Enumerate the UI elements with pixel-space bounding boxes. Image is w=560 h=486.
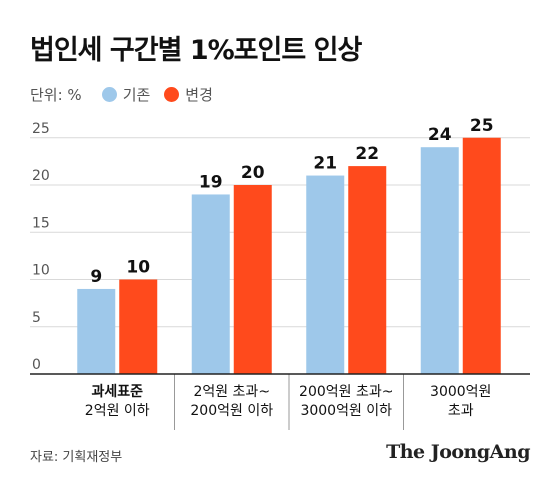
data-label: 22 <box>355 144 379 164</box>
bar-existing <box>77 288 116 374</box>
data-label: 9 <box>90 267 102 287</box>
legend-label-changed: 변경 <box>185 86 213 104</box>
bar-changed <box>462 137 501 374</box>
category-label: 과세표준 <box>91 384 143 400</box>
y-tick-label: 10 <box>32 263 50 279</box>
data-label: 25 <box>470 116 494 136</box>
bar-changed <box>119 279 158 374</box>
legend-swatch-existing <box>101 87 117 102</box>
category-label: 2억원 이하 <box>85 403 150 419</box>
data-label: 21 <box>313 154 337 174</box>
category-label: 200억원 초과~ <box>299 384 393 400</box>
bar-changed <box>233 185 272 374</box>
unit-label: 단위: % <box>30 86 82 104</box>
data-label: 10 <box>126 258 150 278</box>
category-label: 초과 <box>448 403 474 419</box>
data-label: 19 <box>199 172 223 192</box>
bar-existing <box>420 147 459 374</box>
y-tick-label: 0 <box>32 357 41 373</box>
category-label: 3000억원 <box>430 384 491 400</box>
legend: 단위: % 기존 변경 <box>30 84 227 105</box>
category-label: 3000억원 이하 <box>300 403 392 419</box>
y-tick-label: 25 <box>32 121 50 137</box>
bar-existing <box>306 175 345 374</box>
category-label: 2억원 초과~ <box>193 384 270 400</box>
data-label: 24 <box>428 125 452 145</box>
y-tick-label: 5 <box>32 310 41 326</box>
bar-existing <box>191 194 230 374</box>
brand-logo: The JoongAng <box>386 441 530 463</box>
legend-item-changed: 변경 <box>164 84 213 105</box>
bar-chart: 0 5 10 15 20 25 9 10 과세표준 2억원 이하 19 20 2억원 초과~ 200억원 … <box>30 116 530 430</box>
source-note: 자료: 기획재정부 <box>30 450 123 465</box>
legend-label-existing: 기존 <box>122 86 151 104</box>
legend-item-existing: 기존 <box>101 84 151 105</box>
chart-title: 법인세 구간별 1%포인트 인상 <box>30 35 362 66</box>
legend-swatch-changed <box>164 87 180 102</box>
data-label: 20 <box>241 163 265 183</box>
y-tick-label: 15 <box>32 215 50 231</box>
category-label: 200억원 이하 <box>190 403 273 419</box>
bar-changed <box>348 166 387 374</box>
y-tick-label: 20 <box>32 168 50 184</box>
